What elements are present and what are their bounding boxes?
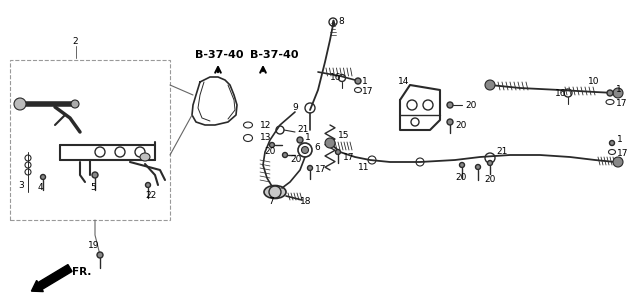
- Circle shape: [282, 152, 287, 158]
- Text: 12: 12: [260, 121, 271, 130]
- Circle shape: [335, 149, 340, 154]
- Ellipse shape: [140, 153, 150, 161]
- Circle shape: [355, 78, 361, 84]
- Text: 18: 18: [300, 197, 312, 206]
- Circle shape: [297, 137, 303, 143]
- Text: 9: 9: [292, 103, 298, 112]
- Circle shape: [613, 88, 623, 98]
- Text: 19: 19: [88, 241, 99, 250]
- Text: 1: 1: [616, 85, 621, 94]
- Text: 20: 20: [484, 175, 495, 184]
- Text: 13: 13: [260, 134, 271, 142]
- Circle shape: [307, 166, 312, 170]
- Circle shape: [609, 140, 614, 146]
- Text: 5: 5: [90, 184, 96, 193]
- Text: 17: 17: [343, 152, 355, 161]
- Text: 10: 10: [588, 77, 600, 86]
- Text: 3: 3: [18, 181, 24, 190]
- Circle shape: [325, 138, 335, 148]
- Ellipse shape: [264, 185, 286, 199]
- Text: 6: 6: [314, 142, 320, 152]
- FancyArrow shape: [31, 265, 72, 292]
- Circle shape: [97, 252, 103, 258]
- Text: 1: 1: [362, 76, 368, 85]
- Text: 20: 20: [465, 100, 476, 109]
- Circle shape: [40, 175, 45, 179]
- Circle shape: [476, 164, 481, 169]
- Circle shape: [613, 157, 623, 167]
- Circle shape: [460, 163, 465, 167]
- Text: 15: 15: [338, 130, 349, 140]
- Circle shape: [71, 100, 79, 108]
- Bar: [10, 60, 170, 220]
- Text: 7: 7: [268, 197, 274, 206]
- Circle shape: [145, 182, 150, 188]
- Text: 21: 21: [496, 148, 508, 157]
- Text: 4: 4: [38, 184, 44, 193]
- Circle shape: [14, 98, 26, 110]
- Text: 17: 17: [617, 148, 628, 158]
- Text: 14: 14: [398, 77, 410, 86]
- Text: 20: 20: [290, 155, 301, 164]
- Text: B-37-40: B-37-40: [250, 50, 298, 60]
- Text: 1: 1: [305, 133, 311, 142]
- Text: 16: 16: [330, 74, 342, 82]
- Circle shape: [269, 142, 275, 148]
- Text: 11: 11: [358, 164, 369, 172]
- Text: 17: 17: [362, 88, 374, 97]
- Text: 20: 20: [455, 172, 467, 182]
- Circle shape: [301, 146, 308, 154]
- Text: 22: 22: [145, 191, 156, 200]
- Circle shape: [488, 160, 493, 166]
- Text: 21: 21: [297, 125, 308, 134]
- Text: B-37-40: B-37-40: [195, 50, 243, 60]
- Text: 16: 16: [555, 88, 566, 98]
- Circle shape: [447, 102, 453, 108]
- Text: 8: 8: [338, 16, 344, 26]
- Text: 17: 17: [616, 100, 627, 109]
- Text: FR.: FR.: [72, 267, 92, 277]
- Text: 2: 2: [72, 38, 77, 46]
- Text: 20: 20: [455, 122, 467, 130]
- Circle shape: [92, 172, 98, 178]
- Circle shape: [447, 119, 453, 125]
- Circle shape: [607, 90, 613, 96]
- Text: 1: 1: [617, 136, 623, 145]
- Text: 17: 17: [315, 166, 326, 175]
- Circle shape: [485, 80, 495, 90]
- Text: 20: 20: [264, 148, 275, 157]
